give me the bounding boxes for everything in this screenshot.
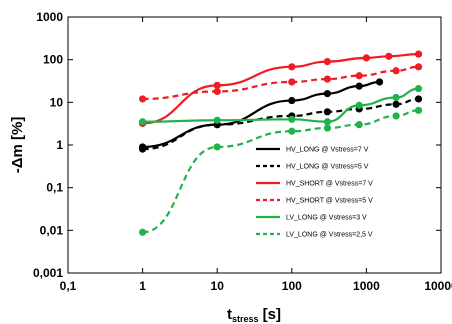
data-point [139,145,147,153]
data-point [362,54,370,62]
data-point [355,72,363,80]
legend-label-5: LV_LONG @ Vstress=3 V [286,215,367,222]
data-point [414,84,423,93]
data-point [385,52,393,60]
data-point [213,87,221,96]
data-point [288,115,296,123]
y-tick-label: 10 [50,95,64,109]
data-point [288,96,296,105]
y-tick-label: 0,01 [40,223,64,237]
data-point [213,116,221,124]
y-tick-label: 100 [43,53,63,67]
data-point [288,78,296,86]
data-point [139,118,147,126]
data-point [392,93,400,102]
data-point [288,127,296,135]
legend: HV_LONG @ Vstress=7 V HV_LONG @ Vstress=5… [256,147,373,239]
data-point [323,75,331,83]
legend-label-3: HV_SHORT @ Vstress=7 V [286,181,373,188]
data-point [323,58,331,66]
y-tick-label: 1000 [36,10,63,24]
data-point [414,106,423,114]
x-tick-label: 1000 [353,279,380,293]
x-axis-label-main: t [227,306,232,323]
data-point [139,228,147,236]
data-point [414,95,423,103]
x-tick-label: 1 [139,279,146,293]
x-tick-label: 0,1 [60,279,77,293]
data-point [288,63,296,71]
data-point [323,124,331,132]
data-point [375,78,384,86]
x-axis-label-sub: stress [232,314,259,324]
legend-label-6: LV_LONG @ Vstress=2,5 V [286,232,373,239]
y-axis-label: -Δm [%] [9,117,26,174]
data-point [323,118,331,126]
plot-area [67,16,442,274]
legend-label-4: HV_SHORT @ Vstress=5 V [286,198,373,205]
data-point [139,95,147,103]
data-point [392,67,400,75]
data-point [323,90,331,98]
data-point [414,50,423,58]
legend-label-2: HV_LONG @ Vstress=5 V [286,164,369,171]
data-point [392,112,400,120]
data-point [213,81,221,89]
legend-label-1: HV_LONG @ Vstress=7 V [286,147,369,154]
data-point [213,143,221,151]
y-tick-label: 0,001 [33,266,63,280]
data-point [355,101,363,109]
x-tick-label: 100 [282,279,302,293]
data-point [323,108,331,116]
x-tick-label: 10 [211,279,225,293]
data-point [392,100,400,108]
data-point [414,63,423,71]
data-point [355,121,363,129]
x-axis-label: tstress [s] [227,306,281,324]
series-layer [139,50,423,236]
data-point [355,82,363,90]
x-axis-label-unit: [s] [259,306,282,323]
y-tick-label: 1 [56,138,63,152]
y-tick-label: 0,1 [46,181,63,195]
